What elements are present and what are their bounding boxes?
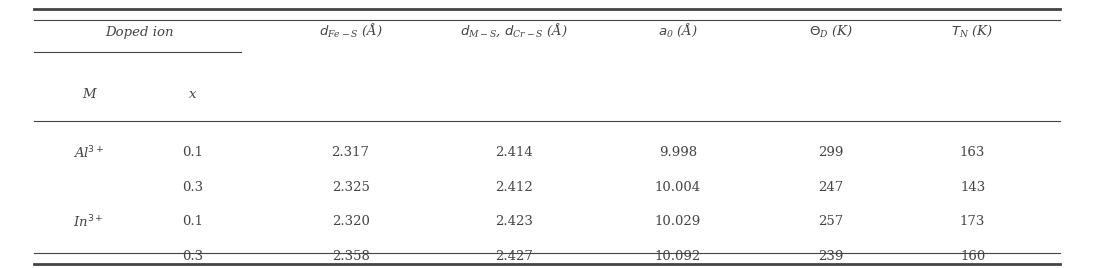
Text: $T_{\mathregular{N}}$ (K): $T_{\mathregular{N}}$ (K) (952, 23, 993, 39)
Text: 2.414: 2.414 (496, 146, 533, 159)
Text: 2.427: 2.427 (496, 250, 533, 262)
Text: 2.412: 2.412 (496, 181, 533, 193)
Text: 0.1: 0.1 (182, 215, 202, 228)
Text: 163: 163 (959, 146, 986, 159)
Text: 2.358: 2.358 (331, 250, 370, 262)
Text: 143: 143 (959, 181, 986, 193)
Text: 299: 299 (818, 146, 843, 159)
Text: 173: 173 (959, 215, 986, 228)
Text: 2.320: 2.320 (331, 215, 370, 228)
Text: 239: 239 (818, 250, 843, 262)
Text: 2.423: 2.423 (496, 215, 533, 228)
Text: 2.325: 2.325 (331, 181, 370, 193)
Text: $\Theta_{\mathregular{D}}$ (K): $\Theta_{\mathregular{D}}$ (K) (808, 23, 853, 39)
Text: 10.092: 10.092 (655, 250, 701, 262)
Text: $d_{\mathregular{M-S}}$, $d_{\mathregular{Cr-S}}$ (Å): $d_{\mathregular{M-S}}$, $d_{\mathregula… (461, 21, 568, 39)
Text: In$^{3+}$: In$^{3+}$ (73, 213, 104, 230)
Text: 247: 247 (818, 181, 843, 193)
Text: M: M (82, 88, 95, 101)
Text: Al$^{3+}$: Al$^{3+}$ (73, 144, 104, 161)
Text: 0.3: 0.3 (182, 250, 202, 262)
Text: $a_{\mathregular{0}}$ (Å): $a_{\mathregular{0}}$ (Å) (657, 21, 698, 39)
Text: 2.317: 2.317 (331, 146, 370, 159)
Text: 160: 160 (959, 250, 986, 262)
Text: 257: 257 (818, 215, 843, 228)
Text: 10.004: 10.004 (655, 181, 701, 193)
Text: x: x (188, 88, 196, 101)
Text: 9.998: 9.998 (659, 146, 697, 159)
Text: 0.3: 0.3 (182, 181, 202, 193)
Text: $d_{\mathregular{Fe-S}}$ (Å): $d_{\mathregular{Fe-S}}$ (Å) (318, 21, 383, 39)
Text: 0.1: 0.1 (182, 146, 202, 159)
Text: 10.029: 10.029 (655, 215, 701, 228)
Text: Doped ion: Doped ion (105, 25, 174, 39)
